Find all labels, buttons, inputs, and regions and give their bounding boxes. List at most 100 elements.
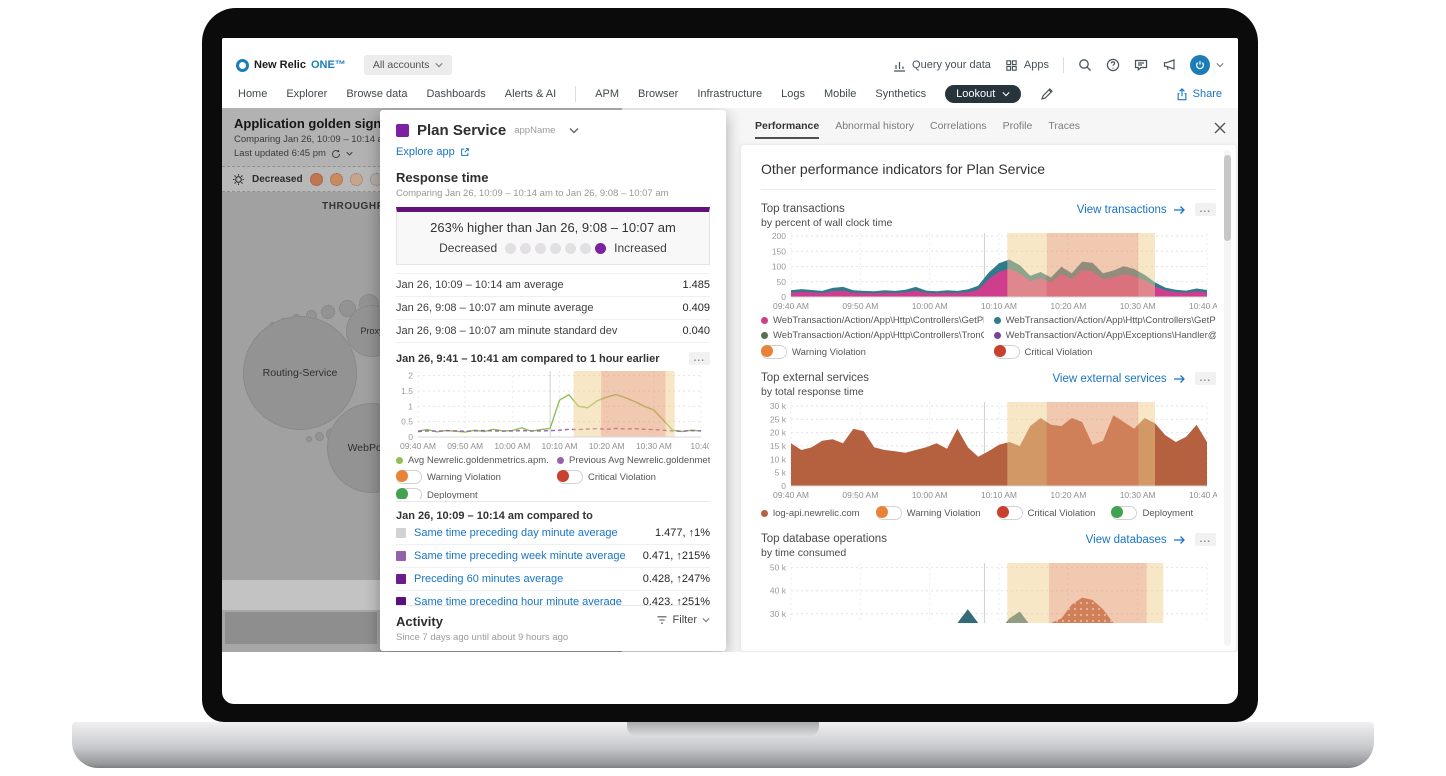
search-icon[interactable] [1078,58,1092,72]
svg-text:10:40 AM: 10:40 AM [1189,490,1217,500]
tab-traces[interactable]: Traces [1048,120,1081,132]
svg-text:10:00 AM: 10:00 AM [494,441,530,451]
compared-link[interactable]: Same time preceding day minute average [414,527,618,539]
query-your-data-button[interactable]: Query your data [893,59,991,72]
tab-profile[interactable]: Profile [1002,120,1033,132]
critical-violation-toggle[interactable] [993,345,1020,359]
deployment-toggle[interactable] [396,488,422,499]
feedback-icon[interactable] [1134,58,1148,72]
bubble [321,305,335,319]
critical-violation-toggle[interactable] [557,470,583,484]
brand-logo[interactable]: New Relic ONE™ [236,58,346,72]
view-databases-link[interactable]: View databases [1086,534,1185,546]
critical-violation-toggle[interactable] [996,506,1023,520]
nav-mobile[interactable]: Mobile [824,88,857,100]
top-transactions-chart[interactable]: 09:40 AM 09:50 AM 10:00 AM 10:10 AM 10:20 AM… [761,229,1217,313]
svg-text:09:40 AM: 09:40 AM [773,301,809,311]
nav-browser[interactable]: Browser [638,88,679,100]
nav-dashboards[interactable]: Dashboards [426,88,486,100]
nav-explorer[interactable]: Explorer [286,88,328,100]
nav-synthetics[interactable]: Synthetics [875,88,927,100]
more-options-button[interactable]: ... [1194,372,1216,385]
top-external-services-chart[interactable]: 09:40 AM 09:50 AM 10:00 AM 10:10 AM 10:20 AM… [761,398,1217,502]
compared-link[interactable]: Preceding 60 minutes average [414,573,564,585]
nav-alerts-ai[interactable]: Alerts & AI [504,88,557,100]
svg-text:25 k: 25 k [770,414,787,424]
legend-label: WebTransaction/Action/App\Http\Controlle… [1005,315,1217,326]
deployment-toggle[interactable] [1111,506,1138,520]
nav-browse-data[interactable]: Browse data [346,88,408,100]
series-swatch [396,551,406,561]
warning-violation-toggle[interactable] [875,506,902,520]
legend-label: Previous Avg Newrelic.goldenmetric… [569,455,710,466]
toggle-label: Critical Violation [1027,507,1096,519]
legend-label: log-api.newrelic.com [773,507,860,519]
compared-row: Same time preceding week minute average … [396,545,710,568]
series-dot [993,332,1001,339]
close-button[interactable] [1210,118,1230,138]
explore-app-link[interactable]: Explore app [396,146,710,158]
tab-abnormal-history[interactable]: Abnormal history [835,120,914,132]
series-swatch [396,528,406,538]
scrollbar-track[interactable] [1224,150,1231,646]
view-external-services-link[interactable]: View external services [1052,373,1185,385]
svg-text:20 k: 20 k [770,428,787,438]
view-transactions-link[interactable]: View transactions [1077,204,1185,216]
series-dot [761,509,768,517]
new-relic-logo-icon [236,58,249,72]
nav-logs[interactable]: Logs [781,88,806,100]
more-options-button[interactable]: ... [1194,203,1216,216]
entity-detail-panel: Plan Service appName Explore app Respons… [380,110,726,651]
svg-text:10:40: 10:40 [690,441,709,451]
main-content: Application golden signals Comparing Jan… [222,108,1238,652]
primary-nav: Home Explorer Browse data Dashboards Ale… [222,80,1238,109]
golden-last-updated[interactable]: Last updated 6:45 pm [234,148,610,159]
divider [575,86,577,102]
decreased-label: Decreased [439,241,498,255]
nav-apm[interactable]: APM [595,88,619,100]
help-icon[interactable] [1106,58,1120,72]
more-options-button[interactable]: ... [688,352,710,365]
pencil-icon[interactable] [1040,87,1054,101]
metric-title: Response time [396,170,489,185]
divider [1063,57,1064,73]
scrollbar-thumb[interactable] [1224,155,1231,241]
chevron-down-icon [435,63,444,68]
nav-lookout[interactable]: Lookout [945,85,1022,103]
warning-violation-toggle[interactable] [396,470,422,484]
user-menu[interactable] [1190,55,1224,75]
stat-row: Jan 26, 9:08 – 10:07 am minute average 0… [396,297,710,320]
series-dot [761,317,768,324]
svg-text:40 k: 40 k [770,586,787,596]
share-label: Share [1192,88,1222,100]
stat-row: Jan 26, 9:08 – 10:07 am minute standard … [396,320,710,343]
activity-filter[interactable]: Filter [656,614,710,626]
golden-footer-box [225,612,377,644]
stat-value: 0.409 [682,302,710,314]
gear-icon[interactable] [232,173,245,186]
accounts-dropdown[interactable]: All accounts [363,55,453,75]
tab-performance[interactable]: Performance [755,120,820,139]
top-transactions-legend: WebTransaction/Action/App\Http\Controlle… [761,315,1216,359]
apps-button[interactable]: Apps [1005,59,1049,72]
nav-home[interactable]: Home [238,88,268,100]
nav-infrastructure[interactable]: Infrastructure [697,88,763,100]
warning-violation-toggle[interactable] [761,345,787,359]
bubble-routing-service[interactable]: Routing-Service [243,316,357,430]
perf-tab-bar: Performance Abnormal history Correlation… [755,120,1080,139]
scale-dot [535,242,547,254]
more-options-button[interactable]: ... [1194,533,1216,546]
scale-dot-active [595,242,607,254]
megaphone-icon[interactable] [1162,58,1176,72]
svg-text:15 k: 15 k [770,441,787,451]
response-time-chart[interactable]: 09:40 AM 09:50 AM 10:00 AM 10:10 AM 10:20 AM… [396,365,709,453]
accounts-label: All accounts [372,59,430,71]
compared-link[interactable]: Same time preceding week minute average [414,550,626,562]
svg-text:50 k: 50 k [770,563,787,573]
svg-text:10:30 AM: 10:30 AM [636,441,672,451]
chevron-down-icon[interactable] [569,127,579,134]
top-external-legend: log-api.newrelic.com Warning Violation C… [761,506,1216,520]
share-button[interactable]: Share [1176,87,1222,101]
tab-correlations[interactable]: Correlations [929,120,987,132]
